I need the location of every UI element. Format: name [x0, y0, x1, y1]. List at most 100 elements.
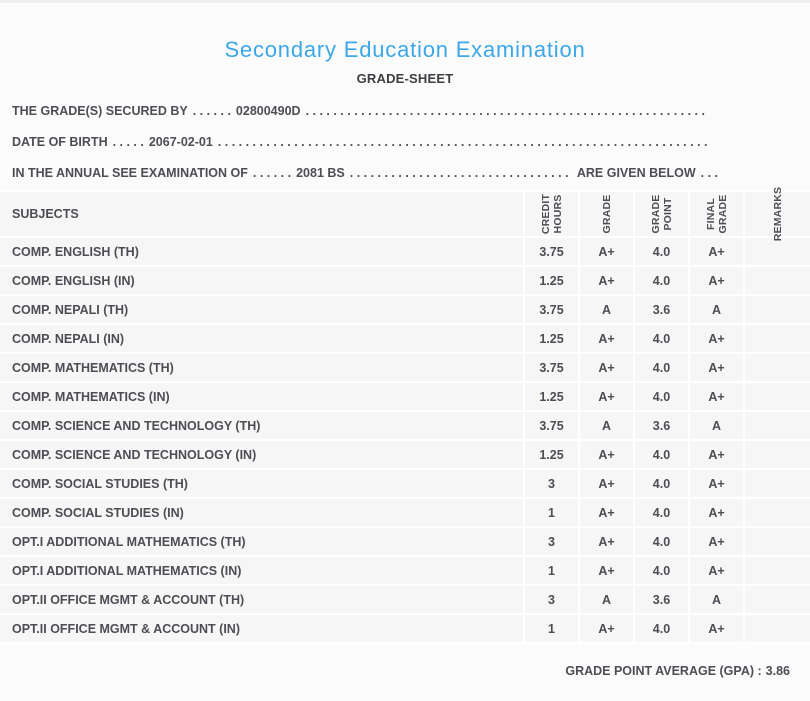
- grade-point-cell: 4.0: [633, 557, 688, 584]
- remarks-cell: [743, 354, 810, 381]
- grade-cell: A+: [578, 528, 633, 555]
- info-value: 2081 BS: [296, 165, 345, 180]
- grade-label: GRADE: [600, 194, 613, 234]
- remarks-cell: [743, 499, 810, 526]
- subject-cell: COMP. MATHEMATICS (IN): [12, 389, 170, 404]
- table-row: OPT.I ADDITIONAL MATHEMATICS (IN) 1 A+ 4…: [0, 557, 810, 586]
- grade-cell: A: [578, 412, 633, 439]
- final-grade-cell: A+: [688, 528, 743, 555]
- grade-point-cell: 4.0: [633, 528, 688, 555]
- remarks-cell: [743, 470, 810, 497]
- grade-cell: A+: [578, 238, 633, 265]
- final-grade-cell: A+: [688, 615, 743, 642]
- grade-point-cell: 4.0: [633, 325, 688, 352]
- grade-point-cell: 4.0: [633, 383, 688, 410]
- grade-point-cell: 4.0: [633, 499, 688, 526]
- gpa-line: GRADE POINT AVERAGE (GPA) :3.86: [0, 657, 810, 686]
- subject-cell: COMP. ENGLISH (IN): [12, 273, 135, 288]
- remarks-cell: [743, 615, 810, 642]
- grade-point-cell: 4.0: [633, 615, 688, 642]
- credit-hours-label: CREDIT HOURS: [539, 193, 564, 235]
- subject-cell: COMP. SOCIAL STUDIES (TH): [12, 476, 188, 491]
- grade-cell: A+: [578, 615, 633, 642]
- dotted-tail: . . .: [700, 165, 718, 180]
- final-grade-cell: A+: [688, 499, 743, 526]
- grade-point-cell: 4.0: [633, 238, 688, 265]
- dotted-separator: . . . . . .: [252, 165, 292, 180]
- subject-cell: COMP. SOCIAL STUDIES (IN): [12, 505, 184, 520]
- credit-hours-cell: 3: [523, 470, 578, 497]
- grade-point-cell: 4.0: [633, 354, 688, 381]
- final-grade-cell: A+: [688, 267, 743, 294]
- table-row: COMP. NEPALI (TH) 3.75 A 3.6 A: [0, 296, 810, 325]
- table-body: COMP. ENGLISH (TH) 3.75 A+ 4.0 A+ COMP. …: [0, 238, 810, 644]
- info-line: DATE OF BIRTH . . . . . 2067-02-01 . . .…: [12, 126, 718, 157]
- grade-cell: A+: [578, 557, 633, 584]
- final-grade-cell: A: [688, 586, 743, 613]
- dotted-fill: . . . . . . . . . . . . . . . . . . . . …: [305, 103, 708, 118]
- remarks-cell: [743, 325, 810, 352]
- column-header-remarks: REMARKS: [743, 187, 810, 241]
- info-value: 02800490D: [235, 103, 301, 118]
- table-row: OPT.II OFFICE MGMT & ACCOUNT (TH) 3 A 3.…: [0, 586, 810, 615]
- grade-point-cell: 3.6: [633, 296, 688, 323]
- remarks-cell: [743, 528, 810, 555]
- info-label: IN THE ANNUAL SEE EXAMINATION OF: [12, 165, 248, 180]
- table-row: OPT.I ADDITIONAL MATHEMATICS (TH) 3 A+ 4…: [0, 528, 810, 557]
- table-row: COMP. ENGLISH (IN) 1.25 A+ 4.0 A+: [0, 267, 810, 296]
- dotted-separator: . . . . . .: [192, 103, 231, 118]
- final-grade-cell: A: [688, 296, 743, 323]
- subject-cell: COMP. NEPALI (TH): [12, 302, 129, 317]
- final-grade-label: FINAL GRADE: [704, 194, 729, 234]
- column-header-grade-point: GRADE POINT: [633, 192, 688, 236]
- grade-cell: A+: [578, 441, 633, 468]
- grade-point-cell: 3.6: [633, 586, 688, 613]
- subject-cell: OPT.I ADDITIONAL MATHEMATICS (IN): [12, 563, 242, 578]
- final-grade-cell: A+: [688, 238, 743, 265]
- table-row: COMP. NEPALI (IN) 1.25 A+ 4.0 A+: [0, 325, 810, 354]
- grade-cell: A+: [578, 354, 633, 381]
- column-header-subjects: SUBJECTS: [12, 207, 79, 221]
- grade-cell: A: [578, 296, 633, 323]
- final-grade-cell: A+: [688, 441, 743, 468]
- subject-cell: OPT.II OFFICE MGMT & ACCOUNT (IN): [12, 621, 240, 636]
- table-row: COMP. MATHEMATICS (TH) 3.75 A+ 4.0 A+: [0, 354, 810, 383]
- remarks-cell: [743, 383, 810, 410]
- remarks-cell: [743, 296, 810, 323]
- page-title: Secondary Education Examination: [224, 37, 586, 62]
- credit-hours-cell: 1.25: [523, 267, 578, 294]
- column-header-credit-hours: CREDIT HOURS: [523, 192, 578, 236]
- subject-cell: COMP. SCIENCE AND TECHNOLOGY (IN): [12, 447, 257, 462]
- credit-hours-cell: 1: [523, 557, 578, 584]
- remarks-cell: [743, 238, 810, 265]
- grade-cell: A+: [578, 470, 633, 497]
- subject-cell: OPT.I ADDITIONAL MATHEMATICS (TH): [12, 534, 246, 549]
- final-grade-cell: A+: [688, 470, 743, 497]
- final-grade-cell: A: [688, 412, 743, 439]
- remarks-cell: [743, 412, 810, 439]
- subject-cell: COMP. SCIENCE AND TECHNOLOGY (TH): [12, 418, 261, 433]
- top-divider: [0, 0, 810, 4]
- subject-cell: COMP. MATHEMATICS (TH): [12, 360, 174, 375]
- final-grade-cell: A+: [688, 383, 743, 410]
- credit-hours-cell: 3.75: [523, 296, 578, 323]
- info-line: THE GRADE(S) SECURED BY . . . . . . 0280…: [12, 95, 718, 126]
- subject-cell: COMP. NEPALI (IN): [12, 331, 125, 346]
- remarks-cell: [743, 557, 810, 584]
- credit-hours-cell: 3.75: [523, 354, 578, 381]
- grade-point-cell: 4.0: [633, 441, 688, 468]
- grade-cell: A+: [578, 499, 633, 526]
- credit-hours-cell: 1.25: [523, 383, 578, 410]
- remarks-cell: [743, 267, 810, 294]
- table-row: OPT.II OFFICE MGMT & ACCOUNT (IN) 1 A+ 4…: [0, 615, 810, 644]
- credit-hours-cell: 3.75: [523, 238, 578, 265]
- grade-point-cell: 4.0: [633, 470, 688, 497]
- remarks-cell: [743, 586, 810, 613]
- credit-hours-cell: 1: [523, 499, 578, 526]
- credit-hours-cell: 1: [523, 615, 578, 642]
- remarks-cell: [743, 441, 810, 468]
- gpa-value: 3.86: [765, 664, 790, 678]
- table-row: COMP. SOCIAL STUDIES (IN) 1 A+ 4.0 A+: [0, 499, 810, 528]
- final-grade-cell: A+: [688, 325, 743, 352]
- credit-hours-cell: 1.25: [523, 325, 578, 352]
